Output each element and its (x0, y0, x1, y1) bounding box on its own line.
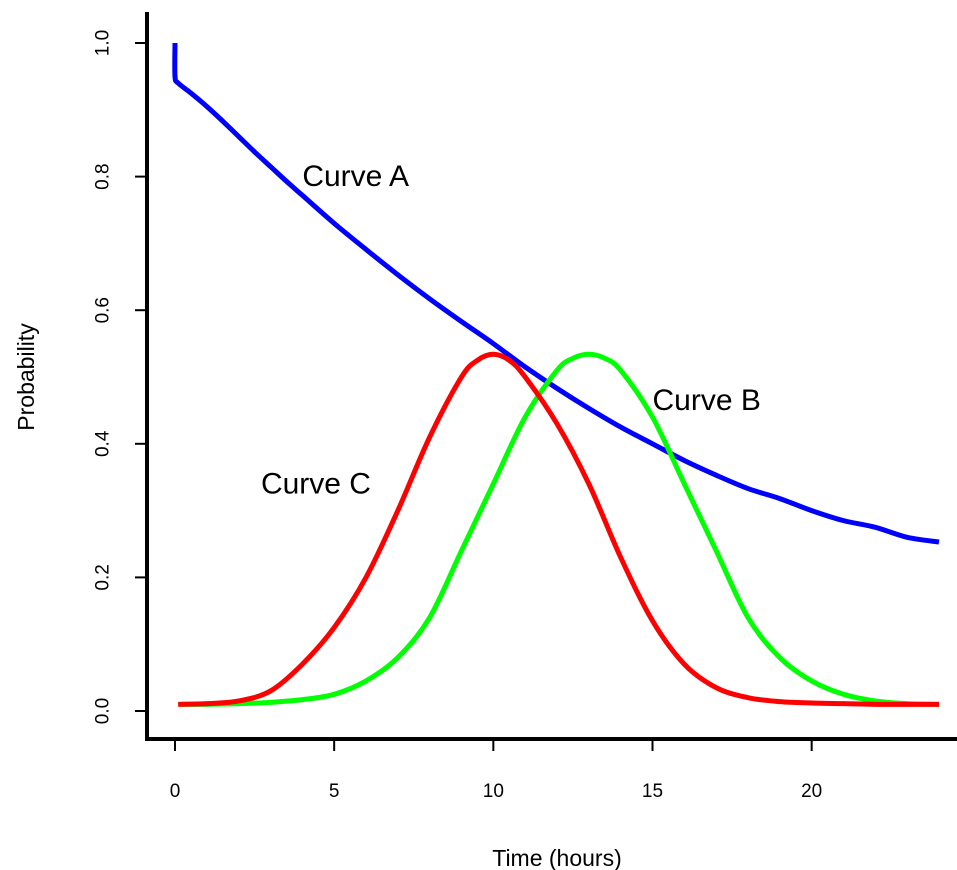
y-tick-label: 0.0 (93, 698, 114, 724)
series-line-green (181, 351, 940, 707)
x-axis-title: Time (hours) (492, 845, 622, 870)
annotations: Curve A Curve B Curve C (261, 160, 761, 500)
curve-label: Curve C (261, 467, 371, 500)
y-tick-label: 0.2 (93, 564, 114, 590)
x-tick-label: 0 (170, 781, 181, 802)
y-tick-label: 0.6 (93, 297, 114, 323)
axes (145, 12, 957, 741)
x-tick-label: 5 (329, 781, 340, 802)
y-ticks: 0.0 0.2 0.4 0.6 0.8 1.0 (93, 30, 147, 724)
x-tick-label: 10 (483, 781, 504, 802)
y-tick-label: 0.4 (93, 430, 114, 457)
series-line-blue (172, 42, 940, 545)
x-tick-label: 15 (642, 781, 663, 802)
x-tick-label: 20 (801, 781, 822, 802)
series-layer (172, 42, 940, 707)
curve-label: Curve B (653, 384, 761, 417)
x-ticks: 0 5 10 15 20 (170, 739, 822, 802)
y-tick-label: 1.0 (93, 30, 114, 56)
series-line-red (178, 351, 939, 707)
curve-label: Curve A (302, 160, 409, 193)
y-axis-title: Probability (13, 323, 39, 431)
y-tick-label: 0.8 (93, 163, 114, 189)
